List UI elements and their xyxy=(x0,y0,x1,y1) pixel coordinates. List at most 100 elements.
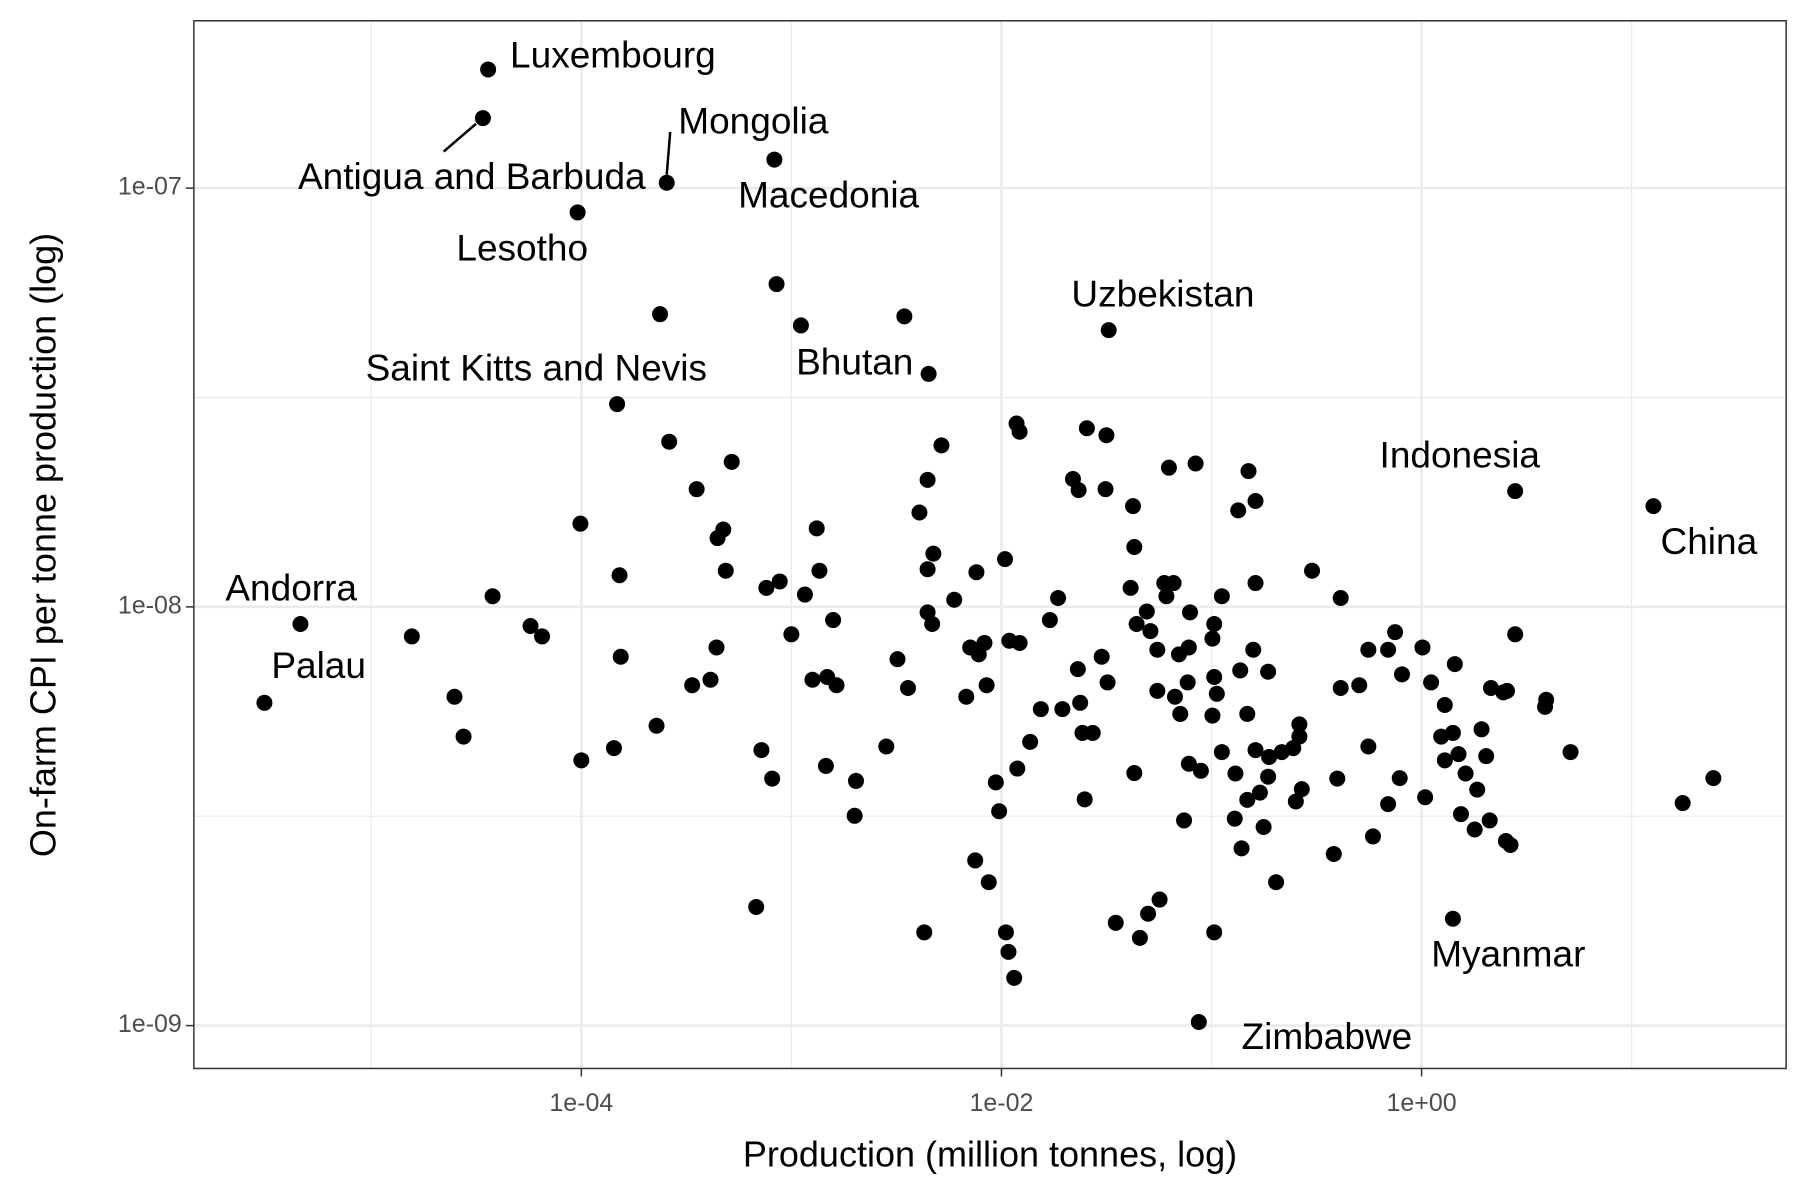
point xyxy=(1247,742,1264,759)
point xyxy=(1239,705,1256,722)
point xyxy=(804,671,821,688)
point-label: Andorra xyxy=(225,567,357,608)
point xyxy=(1436,696,1453,713)
point xyxy=(933,437,950,454)
point xyxy=(1213,588,1230,605)
point xyxy=(1507,483,1524,500)
point xyxy=(1072,694,1089,711)
point xyxy=(764,770,781,787)
point xyxy=(1093,648,1110,665)
point-label: Lesotho xyxy=(456,227,588,268)
point xyxy=(1562,744,1579,761)
point xyxy=(480,61,497,78)
point xyxy=(1099,674,1116,691)
point xyxy=(1247,492,1264,509)
point xyxy=(946,591,963,608)
point xyxy=(1204,630,1221,647)
point xyxy=(1436,752,1453,769)
point xyxy=(658,174,675,191)
point xyxy=(1179,674,1196,691)
panel-border xyxy=(193,20,1787,1070)
point xyxy=(1469,781,1486,798)
point xyxy=(455,728,472,745)
point-label: Bhutan xyxy=(796,341,913,382)
x-tick-label: 1e-04 xyxy=(549,1089,613,1117)
y-tick-label: 1e-09 xyxy=(118,1010,182,1038)
point xyxy=(1287,793,1304,810)
point xyxy=(484,588,501,605)
point xyxy=(768,276,785,293)
point xyxy=(997,924,1014,941)
point xyxy=(846,807,863,824)
point xyxy=(1457,765,1474,782)
point xyxy=(723,453,740,470)
point xyxy=(256,694,273,711)
label-segment xyxy=(442,122,477,153)
point xyxy=(1128,616,1145,633)
point xyxy=(605,740,622,757)
point xyxy=(1084,724,1101,741)
point xyxy=(446,688,463,705)
point-label: Myanmar xyxy=(1431,934,1585,975)
point xyxy=(1126,765,1143,782)
point xyxy=(1122,579,1139,596)
point xyxy=(569,204,586,221)
point-label: Luxembourg xyxy=(510,35,716,76)
point xyxy=(925,545,942,562)
point-label: Mongolia xyxy=(678,101,829,142)
point xyxy=(1097,481,1114,498)
point xyxy=(987,774,1004,791)
point xyxy=(1233,840,1250,857)
point xyxy=(766,151,783,168)
point xyxy=(1498,682,1515,699)
point xyxy=(753,742,770,759)
point xyxy=(1041,612,1058,629)
point xyxy=(920,365,937,382)
point xyxy=(573,752,590,769)
point-label: Antigua and Barbuda xyxy=(298,156,646,197)
point xyxy=(1076,791,1093,808)
point xyxy=(970,646,987,663)
point xyxy=(796,586,813,603)
point xyxy=(1149,682,1166,699)
point xyxy=(474,110,491,127)
point xyxy=(1206,924,1223,941)
point xyxy=(878,738,895,755)
point xyxy=(1251,784,1268,801)
point xyxy=(1182,604,1199,621)
point xyxy=(967,852,984,869)
point xyxy=(1245,641,1262,658)
point xyxy=(1226,810,1243,827)
point xyxy=(811,562,828,579)
point xyxy=(1332,680,1349,697)
point xyxy=(648,717,665,734)
point xyxy=(968,564,985,581)
point xyxy=(1180,755,1197,772)
point xyxy=(783,626,800,643)
point-label: Zimbabwe xyxy=(1242,1016,1413,1057)
point xyxy=(612,648,629,665)
point xyxy=(748,898,765,915)
point xyxy=(1206,668,1223,685)
point xyxy=(1502,836,1519,853)
point xyxy=(1187,455,1204,472)
point xyxy=(1227,765,1244,782)
point xyxy=(1450,746,1467,763)
point xyxy=(919,561,936,578)
point xyxy=(1172,705,1189,722)
point xyxy=(991,803,1008,820)
point xyxy=(1360,641,1377,658)
point xyxy=(1138,603,1155,620)
point xyxy=(1011,423,1028,440)
point xyxy=(1304,562,1321,579)
point xyxy=(1351,677,1368,694)
point xyxy=(1070,482,1087,499)
point xyxy=(1149,641,1166,658)
point xyxy=(1140,905,1157,922)
point xyxy=(919,471,936,488)
point xyxy=(958,688,975,705)
point xyxy=(1261,748,1278,765)
point xyxy=(1481,812,1498,829)
point xyxy=(1142,623,1159,640)
panel-background xyxy=(193,20,1787,1069)
